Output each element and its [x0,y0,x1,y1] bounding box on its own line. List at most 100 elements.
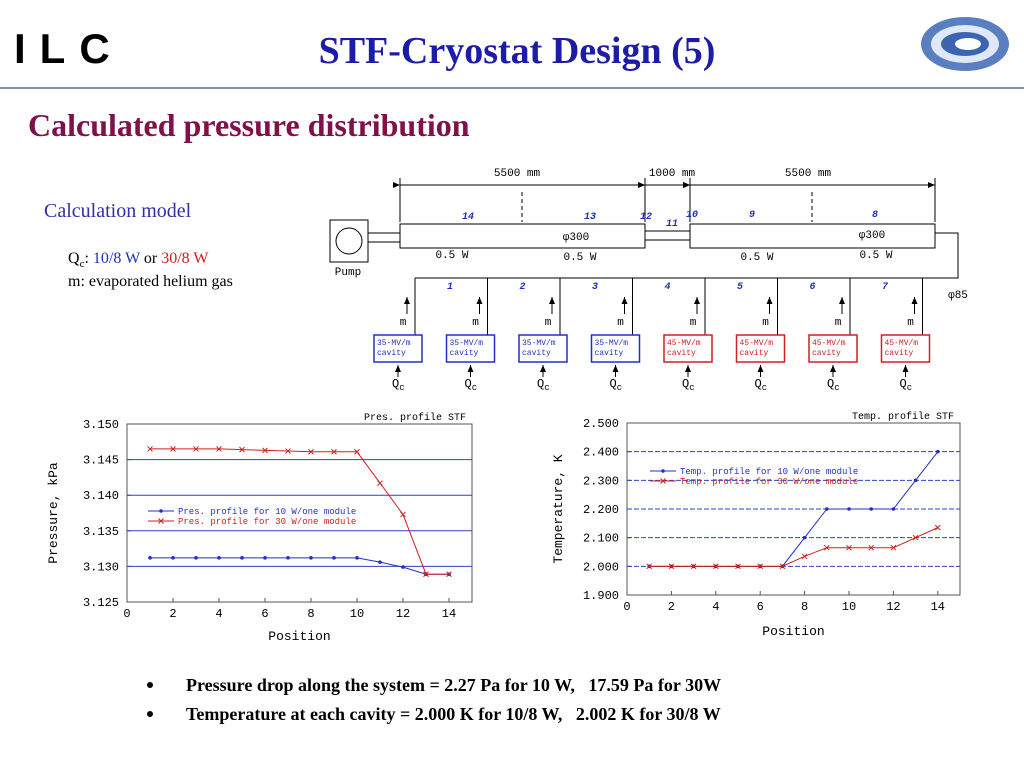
y-axis-label: Pressure, kPa [46,462,61,564]
heat-base: Q [755,377,762,391]
point [262,447,268,454]
vessel [689,223,936,249]
cavity-heat: Qc [827,377,840,393]
series-line [150,557,449,575]
dim-ticks [399,178,936,222]
return-pipe [415,232,959,279]
diameter-label: φ300 [563,232,589,244]
dividers [521,192,813,222]
cavity-box [663,334,713,363]
cavity-label: 35-MV/m [450,339,484,348]
section-label: 10 [686,210,698,221]
x-tick-label: 8 [801,600,808,614]
heat-load-label: 0.5 W [859,250,892,262]
qc-colon: : [84,250,88,267]
cavity-heat: Qc [755,377,768,393]
x-tick-label: 14 [442,607,456,621]
x-tick-label: 6 [261,607,268,621]
legend-marker [158,518,164,524]
model-heading: Calculation model [44,200,192,222]
flow-label: m [472,317,479,329]
x-axis-label: Position [762,624,824,639]
point [331,448,337,455]
heat-sub: c [762,383,767,393]
point [934,524,941,531]
heat-base: Q [900,377,907,391]
cavity-label: 35-MV/m [595,339,629,348]
point [779,563,786,570]
dimension-label: 5500 mm [494,168,541,180]
branch-label: 4 [664,282,670,293]
section-label: 9 [749,210,755,221]
y-tick-label: 2.400 [583,446,619,460]
cavity-label: cavity [595,349,624,358]
diameter-label: φ300 [859,230,885,242]
x-tick-label: 10 [350,607,364,621]
point [171,556,175,560]
flow-label: m [690,317,697,329]
point [377,480,383,486]
pump-pipe [368,232,400,243]
legend-marker [159,509,163,513]
point [216,446,222,452]
point [194,556,198,560]
qc-line: Qc: 10/8 W or 30/8 W [68,250,209,270]
branch-label: 5 [737,282,743,293]
cavity-label: cavity [667,349,696,358]
chart: 1.900 2.000 2.100 2.200 2.300 2.400 2.500 0 2 4 6 8… [551,411,961,639]
legend-label: Pres. profile for 30 W/one module [178,517,356,527]
point [847,507,851,511]
x-tick-label: 6 [757,600,764,614]
heat-sub: c [834,383,839,393]
point [263,556,267,560]
cavity-box [735,334,786,363]
y-tick-label: 3.140 [83,489,119,503]
point [423,571,429,578]
x-tick-label: 12 [396,607,410,621]
y-tick-label: 2.500 [583,417,619,431]
point [913,478,918,483]
heat-base: Q [392,377,399,391]
cavity-heat: Qc [392,377,405,393]
subtitle: Calculated pressure distribution [28,107,470,143]
legend-marker [661,469,665,473]
y-tick-label: 3.130 [83,560,119,574]
point [308,448,314,455]
chart-title: Pres. profile STF [364,412,466,424]
flow-label: m [400,317,407,329]
x-tick-label: 10 [842,600,856,614]
kek-logo [921,17,1009,71]
cavity-box [880,334,931,363]
branch-label: 1 [447,282,453,293]
pump-icon [335,227,363,255]
y-tick-label: 1.900 [583,589,619,603]
point [446,571,452,578]
bullet-dot [147,682,153,688]
point [378,560,382,564]
point [890,544,897,551]
heat-base: Q [682,377,689,391]
point [757,563,764,570]
point [802,535,807,540]
x-tick-label: 2 [668,600,675,614]
heat-sub: c [689,383,694,393]
section-label: 8 [872,210,878,221]
point [170,446,176,452]
flow-label: m [907,317,914,329]
bullet: Pressure drop along the system = 2.27 Pa… [186,675,721,695]
cavity-label: 45-MV/m [740,339,774,348]
point [309,556,313,560]
load-a: 10/8 W [93,250,141,267]
cavity-box [445,334,496,363]
cavity-label: cavity [450,349,479,358]
cavity-label: 35-MV/m [377,339,411,348]
point [846,544,852,551]
dimension-label: 1000 mm [649,168,696,180]
load-b: 30/8 W [161,250,209,267]
cavity-label: cavity [812,349,841,358]
cavity-label: 45-MV/m [812,339,846,348]
